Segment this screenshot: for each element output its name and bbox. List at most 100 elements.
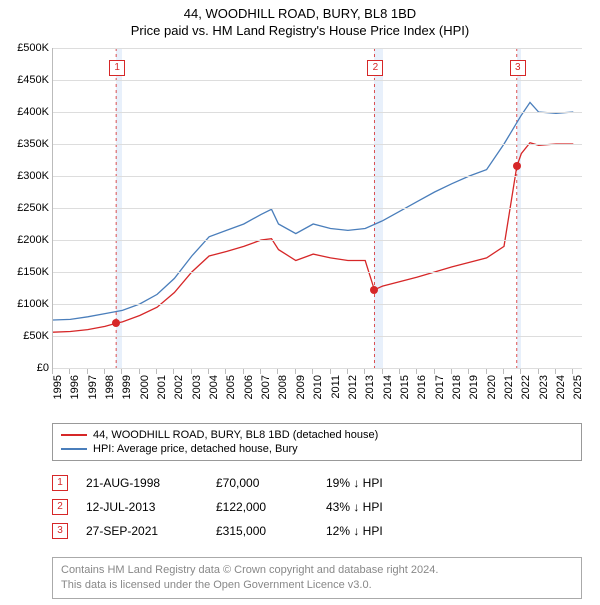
x-tick-label: 2023 [538,375,550,399]
x-tick-label: 2015 [399,375,411,399]
x-tick: 2018 [451,369,452,374]
x-tick-label: 2017 [434,375,446,399]
x-tick-label: 2013 [364,375,376,399]
x-tick-label: 2000 [139,375,151,399]
event-price: £122,000 [216,500,326,514]
event-marker: 1 [52,475,68,491]
x-tick: 2013 [364,369,365,374]
event-marker: 2 [52,499,68,515]
legend: 44, WOODHILL ROAD, BURY, BL8 1BD (detach… [52,423,582,461]
event-row: 327-SEP-2021£315,00012% ↓ HPI [52,519,582,543]
y-tick-label: £400K [17,106,49,118]
y-gridline [53,48,582,49]
x-tick: 2021 [503,369,504,374]
x-tick-label: 2007 [260,375,272,399]
y-gridline [53,240,582,241]
x-axis: 1995199619971998199920002001200220032004… [52,369,582,415]
x-tick-label: 2018 [451,375,463,399]
x-tick-label: 2020 [486,375,498,399]
y-gridline [53,112,582,113]
x-tick: 2010 [312,369,313,374]
y-gridline [53,144,582,145]
x-tick-label: 2006 [243,375,255,399]
series-hpi [53,102,573,320]
y-tick-label: £450K [17,74,49,86]
x-tick: 2015 [399,369,400,374]
event-row: 212-JUL-2013£122,00043% ↓ HPI [52,495,582,519]
y-tick-label: £50K [23,330,49,342]
x-tick: 1998 [104,369,105,374]
event-row: 121-AUG-1998£70,00019% ↓ HPI [52,471,582,495]
x-tick-label: 1996 [69,375,81,399]
event-marker: 3 [52,523,68,539]
x-tick: 2011 [330,369,331,374]
footer-line-1: Contains HM Land Registry data © Crown c… [61,563,573,578]
footer-line-2: This data is licensed under the Open Gov… [61,578,573,593]
x-tick-label: 2014 [382,375,394,399]
x-tick: 2006 [243,369,244,374]
x-tick-label: 2021 [503,375,515,399]
event-delta: 43% ↓ HPI [326,500,446,514]
attribution-footer: Contains HM Land Registry data © Crown c… [52,557,582,599]
x-tick: 2009 [295,369,296,374]
y-gridline [53,176,582,177]
x-tick: 2022 [520,369,521,374]
y-gridline [53,336,582,337]
legend-swatch [61,434,87,436]
x-tick-label: 1999 [121,375,133,399]
x-tick: 1997 [87,369,88,374]
marker-box: 2 [367,60,383,76]
x-tick-label: 2009 [295,375,307,399]
x-tick-label: 2011 [330,375,342,399]
x-tick: 2012 [347,369,348,374]
x-tick-label: 2002 [173,375,185,399]
x-tick-label: 2010 [312,375,324,399]
y-tick-label: £0 [37,362,49,374]
x-tick-label: 2024 [555,375,567,399]
x-tick-label: 2001 [156,375,168,399]
plot-inner: 123 [53,48,582,368]
y-tick-label: £300K [17,170,49,182]
legend-label: 44, WOODHILL ROAD, BURY, BL8 1BD (detach… [93,429,378,441]
x-tick-label: 2008 [277,375,289,399]
x-tick: 2007 [260,369,261,374]
title-address: 44, WOODHILL ROAD, BURY, BL8 1BD [0,6,600,21]
y-tick-label: £200K [17,234,49,246]
x-tick: 1995 [52,369,53,374]
x-tick-label: 2012 [347,375,359,399]
x-tick: 2005 [225,369,226,374]
y-tick-label: £100K [17,298,49,310]
x-tick: 2024 [555,369,556,374]
x-tick-label: 1998 [104,375,116,399]
x-tick: 2000 [139,369,140,374]
x-tick: 2001 [156,369,157,374]
x-tick-label: 1997 [87,375,99,399]
x-tick: 1999 [121,369,122,374]
x-tick-label: 2016 [416,375,428,399]
x-tick: 2016 [416,369,417,374]
x-tick: 2002 [173,369,174,374]
x-tick-label: 2022 [520,375,532,399]
chart-container: 44, WOODHILL ROAD, BURY, BL8 1BD Price p… [0,0,600,599]
y-tick-label: £350K [17,138,49,150]
title-subtitle: Price paid vs. HM Land Registry's House … [0,23,600,38]
y-tick-label: £150K [17,266,49,278]
y-gridline [53,272,582,273]
x-tick: 2020 [486,369,487,374]
x-tick: 2014 [382,369,383,374]
x-tick-label: 2025 [572,375,584,399]
x-tick: 2019 [468,369,469,374]
x-tick-label: 1995 [52,375,64,399]
y-gridline [53,80,582,81]
event-delta: 12% ↓ HPI [326,524,446,538]
events-table: 121-AUG-1998£70,00019% ↓ HPI212-JUL-2013… [52,471,582,543]
x-tick-label: 2005 [225,375,237,399]
y-tick-label: £250K [17,202,49,214]
x-tick-label: 2019 [468,375,480,399]
sale-dot [370,286,378,294]
legend-row: 44, WOODHILL ROAD, BURY, BL8 1BD (detach… [61,428,573,442]
event-delta: 19% ↓ HPI [326,476,446,490]
x-tick-label: 2004 [208,375,220,399]
x-tick: 2004 [208,369,209,374]
marker-box: 3 [510,60,526,76]
